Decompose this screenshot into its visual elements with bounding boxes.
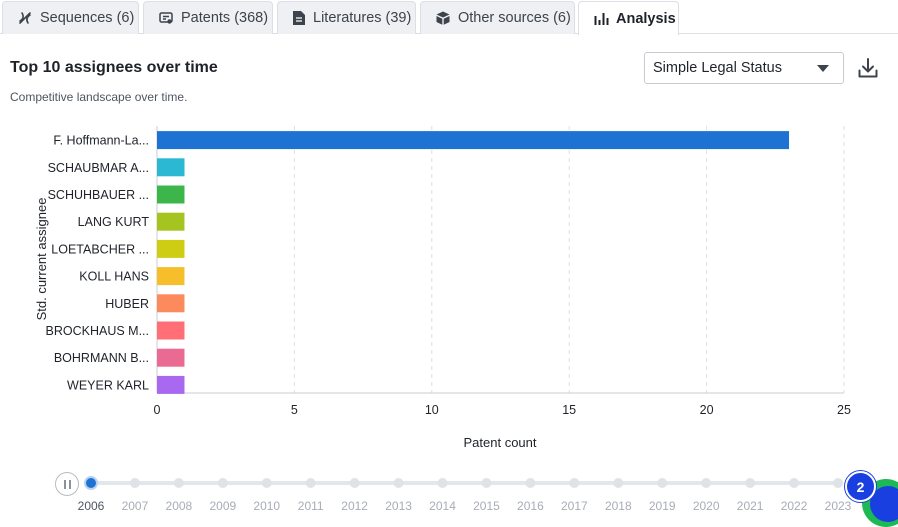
x-tick-label: 15 bbox=[562, 403, 576, 417]
y-tick-label: BOHRMANN B... bbox=[54, 351, 149, 365]
notification-badge[interactable]: 2 bbox=[845, 471, 876, 502]
chart-bars bbox=[157, 131, 789, 394]
timeline-point-2012[interactable] bbox=[350, 478, 360, 488]
timeline-track[interactable]: 2006 2007 2008 2009 2010 2011 2012 2013 2014 2015… bbox=[0, 462, 898, 520]
timeline-point-2020[interactable] bbox=[701, 478, 711, 488]
timeline-point-2007[interactable] bbox=[130, 478, 140, 488]
bar-5[interactable] bbox=[157, 267, 184, 285]
y-tick-label: HUBER bbox=[105, 297, 149, 311]
timeline-point-2021[interactable] bbox=[745, 478, 755, 488]
y-tick-label: LOETABCHER ... bbox=[51, 242, 149, 256]
y-tick-labels: F. Hoffmann-La... SCHAUBMAR A... SCHUHBAUE… bbox=[46, 134, 150, 393]
timeline-year-label[interactable]: 2017 bbox=[561, 499, 588, 513]
timeline-year-label[interactable]: 2015 bbox=[473, 499, 500, 513]
y-axis-title: Std. current assignee bbox=[34, 198, 49, 321]
y-tick-label: BROCKHAUS M... bbox=[46, 324, 150, 338]
timeline-point-2013[interactable] bbox=[394, 478, 404, 488]
tab-patents[interactable]: Patents (368) bbox=[143, 1, 273, 34]
legal-status-select[interactable]: Simple Legal Status bbox=[644, 52, 844, 84]
x-tick-label: 25 bbox=[837, 403, 851, 417]
timeline-year-label[interactable]: 2014 bbox=[429, 499, 456, 513]
bar-0[interactable] bbox=[157, 131, 789, 149]
timeline-player: 2006 2007 2008 2009 2010 2011 2012 2013 2014 2015… bbox=[0, 462, 898, 520]
timeline-point-2014[interactable] bbox=[438, 478, 448, 488]
timeline-year-label[interactable]: 2022 bbox=[781, 499, 808, 513]
bar-4[interactable] bbox=[157, 240, 184, 258]
timeline-year-label[interactable]: 2016 bbox=[517, 499, 544, 513]
bar-3[interactable] bbox=[157, 213, 184, 231]
timeline-year-label[interactable]: 2006 bbox=[78, 499, 105, 513]
timeline-point-2017[interactable] bbox=[569, 478, 579, 488]
timeline-point-2023[interactable] bbox=[833, 478, 843, 488]
bar-9[interactable] bbox=[157, 376, 184, 394]
timeline-year-label[interactable]: 2018 bbox=[605, 499, 632, 513]
y-tick-label: LANG KURT bbox=[78, 215, 150, 229]
timeline-year-label[interactable]: 2011 bbox=[298, 499, 324, 513]
x-tick-label: 5 bbox=[291, 403, 298, 417]
timeline-year-label[interactable]: 2013 bbox=[385, 499, 412, 513]
tab-literatures[interactable]: Literatures (39) bbox=[277, 1, 416, 34]
x-tick-label: 20 bbox=[700, 403, 714, 417]
chevron-down-icon bbox=[817, 65, 829, 72]
timeline-point-2010[interactable] bbox=[262, 478, 272, 488]
tab-sequences-label: Sequences (6) bbox=[40, 10, 134, 26]
legal-status-select-value: Simple Legal Status bbox=[653, 60, 782, 76]
x-tick-labels: 0 5 10 15 20 25 bbox=[154, 403, 851, 417]
download-icon[interactable] bbox=[856, 56, 880, 80]
timeline-year-label[interactable]: 2008 bbox=[166, 499, 193, 513]
timeline-point-2009[interactable] bbox=[218, 478, 228, 488]
x-axis-title: Patent count bbox=[464, 435, 537, 450]
chart-title: Top 10 assignees over time bbox=[10, 59, 218, 77]
bar-6[interactable] bbox=[157, 294, 184, 312]
timeline-point-2011[interactable] bbox=[306, 478, 316, 488]
timeline-year-label[interactable]: 2009 bbox=[209, 499, 236, 513]
bar-8[interactable] bbox=[157, 349, 184, 367]
timeline-point-2015[interactable] bbox=[481, 478, 491, 488]
y-tick-label: WEYER KARL bbox=[67, 378, 149, 392]
timeline-point-2018[interactable] bbox=[613, 478, 623, 488]
timeline-point-2006[interactable] bbox=[85, 477, 97, 489]
chart-subtitle: Competitive landscape over time. bbox=[10, 90, 187, 104]
timeline-year-label[interactable]: 2019 bbox=[649, 499, 676, 513]
tab-other-sources[interactable]: Other sources (6) bbox=[420, 1, 575, 34]
tab-other-sources-label: Other sources (6) bbox=[458, 10, 571, 26]
timeline-year-label[interactable]: 2010 bbox=[253, 499, 280, 513]
timeline-year-label[interactable]: 2020 bbox=[693, 499, 720, 513]
timeline-point-2016[interactable] bbox=[525, 478, 535, 488]
document-icon bbox=[292, 10, 306, 26]
chart-grid bbox=[157, 126, 844, 393]
tab-patents-label: Patents (368) bbox=[181, 10, 268, 26]
y-tick-label: SCHAUBMAR A... bbox=[48, 161, 149, 175]
timeline-point-2019[interactable] bbox=[657, 478, 667, 488]
timeline-year-label[interactable]: 2012 bbox=[341, 499, 368, 513]
box-icon bbox=[435, 10, 451, 26]
bar-2[interactable] bbox=[157, 186, 184, 204]
x-tick-label: 0 bbox=[154, 403, 161, 417]
tab-analysis-label: Analysis bbox=[616, 11, 676, 27]
sequence-icon bbox=[17, 10, 33, 26]
timeline-year-label[interactable]: 2023 bbox=[825, 499, 852, 513]
timeline-point-2008[interactable] bbox=[174, 478, 184, 488]
timeline-point-2022[interactable] bbox=[789, 478, 799, 488]
bar-chart: F. Hoffmann-La... SCHAUBMAR A... SCHUHBAUE… bbox=[0, 110, 898, 460]
x-tick-label: 10 bbox=[425, 403, 439, 417]
tab-literatures-label: Literatures (39) bbox=[313, 10, 411, 26]
patent-icon bbox=[158, 10, 174, 26]
tab-bar: Sequences (6) Patents (368) Literatures … bbox=[0, 0, 898, 34]
y-tick-label: SCHUHBAUER ... bbox=[48, 188, 149, 202]
tab-sequences[interactable]: Sequences (6) bbox=[2, 1, 139, 34]
bar-1[interactable] bbox=[157, 158, 184, 176]
bar-7[interactable] bbox=[157, 322, 184, 340]
y-tick-label: F. Hoffmann-La... bbox=[53, 134, 149, 148]
bar-chart-icon bbox=[593, 11, 609, 27]
y-tick-label: KOLL HANS bbox=[79, 270, 149, 284]
tab-analysis[interactable]: Analysis bbox=[578, 1, 679, 35]
timeline-year-label[interactable]: 2021 bbox=[737, 499, 764, 513]
timeline-year-label[interactable]: 2007 bbox=[122, 499, 149, 513]
